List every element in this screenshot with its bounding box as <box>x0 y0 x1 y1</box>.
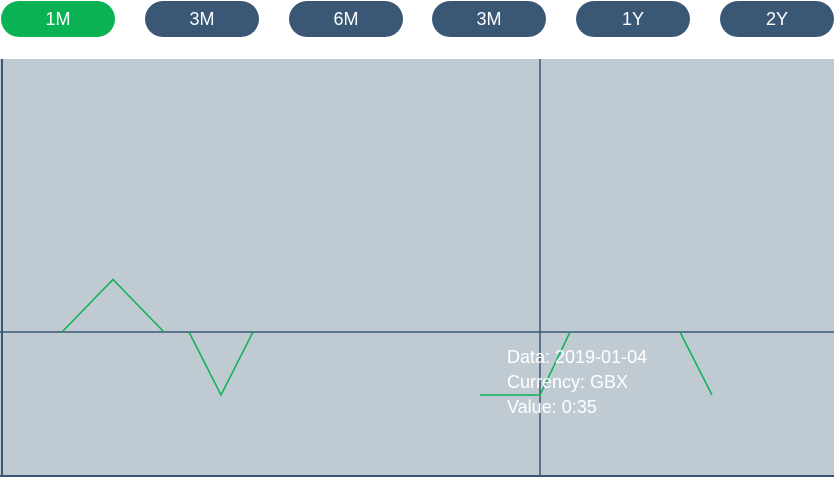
tooltip-date: Data: 2019-01-04 <box>507 347 648 367</box>
range-button-1y[interactable]: 1Y <box>576 1 690 37</box>
range-selector: 1M 3M 6M 3M 1Y 2Y <box>0 0 834 48</box>
series-line-segment-3 <box>679 331 713 396</box>
chart-canvas <box>0 59 834 477</box>
tooltip-value: Value: 0:35 <box>507 397 597 417</box>
range-button-6m[interactable]: 6M <box>289 1 403 37</box>
chart-tooltip: Data: 2019-01-04 Currency: GBX Value: 0:… <box>507 345 647 420</box>
series-line-segment-1 <box>188 331 254 397</box>
price-chart[interactable]: Data: 2019-01-04 Currency: GBX Value: 0:… <box>0 59 834 477</box>
series-line-segment-2 <box>480 331 571 396</box>
tooltip-currency: Currency: GBX <box>507 372 629 392</box>
series-line-segment-0 <box>61 278 165 333</box>
range-button-3m-second[interactable]: 3M <box>432 1 546 37</box>
range-button-3m[interactable]: 3M <box>145 1 259 37</box>
range-button-2y[interactable]: 2Y <box>720 1 834 37</box>
range-button-1m[interactable]: 1M <box>1 1 115 37</box>
